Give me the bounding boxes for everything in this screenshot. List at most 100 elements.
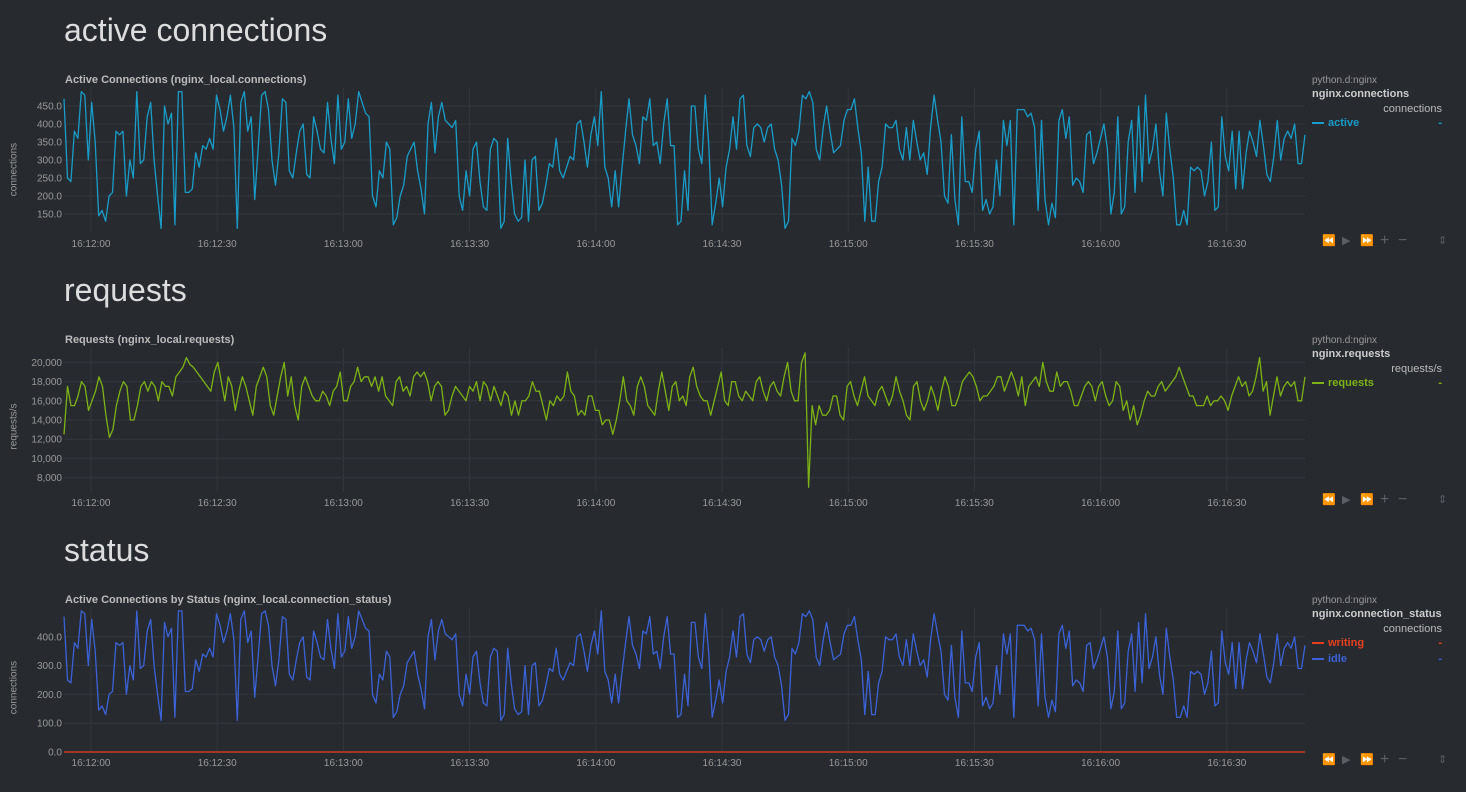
x-tick-label: 16:12:30 xyxy=(198,758,237,769)
fast-forward-icon[interactable]: ⏩ xyxy=(1360,494,1374,506)
x-tick-label: 16:16:30 xyxy=(1207,758,1246,769)
chart-legend: python.d:nginx nginx.connections connect… xyxy=(1312,75,1442,131)
grid xyxy=(64,348,1305,492)
x-tick-label: 16:16:00 xyxy=(1081,239,1120,250)
y-tick-label: 250.0 xyxy=(37,174,62,185)
zoom-out-icon[interactable]: − xyxy=(1398,751,1408,768)
x-tick-label: 16:13:00 xyxy=(324,498,363,509)
chart-legend: python.d:nginx nginx.connection_status c… xyxy=(1312,595,1442,667)
x-tick-label: 16:12:00 xyxy=(72,758,111,769)
x-tick-label: 16:12:00 xyxy=(72,498,111,509)
resize-icon[interactable]: ⇕ xyxy=(1438,235,1448,247)
y-tick-label: 300.0 xyxy=(37,156,62,167)
y-tick-label: 20,000 xyxy=(31,358,62,369)
grid xyxy=(64,88,1305,232)
legend-item-label: active xyxy=(1328,117,1360,129)
legend-item-value: - xyxy=(1438,117,1442,129)
legend-swatch xyxy=(1312,122,1324,125)
y-tick-label: 8,000 xyxy=(37,473,62,484)
series-line-active xyxy=(63,90,1306,230)
y-tick-label: 16,000 xyxy=(31,396,62,407)
legend-item-requests[interactable]: requests - xyxy=(1312,377,1442,391)
x-tick-label: 16:16:30 xyxy=(1207,239,1246,250)
x-tick-label: 16:16:30 xyxy=(1207,498,1246,509)
chart-title: Active Connections by Status (nginx_loca… xyxy=(65,594,392,606)
x-tick-label: 16:16:00 xyxy=(1081,498,1120,509)
y-tick-label: 14,000 xyxy=(31,416,62,427)
chart-section-active-connections: active connections Active Connections (n… xyxy=(0,0,1466,260)
y-tick-label: 100.0 xyxy=(37,719,62,730)
rewind-icon[interactable]: ⏪ xyxy=(1322,754,1336,766)
fast-forward-icon[interactable]: ⏩ xyxy=(1360,235,1374,247)
legend-item-label: requests xyxy=(1328,377,1374,389)
y-tick-label: 10,000 xyxy=(31,454,62,465)
legend-item-writing[interactable]: writing - xyxy=(1312,637,1442,651)
legend-swatch xyxy=(1312,382,1324,385)
series-line-idle xyxy=(63,610,1306,721)
y-tick-label: 200.0 xyxy=(37,192,62,203)
zoom-out-icon[interactable]: − xyxy=(1398,491,1408,508)
x-tick-label: 16:14:30 xyxy=(703,498,742,509)
legend-chart-id: nginx.connections xyxy=(1312,88,1410,100)
x-tick-label: 16:13:00 xyxy=(324,239,363,250)
zoom-out-icon[interactable]: − xyxy=(1398,232,1408,249)
y-tick-label: 450.0 xyxy=(37,102,62,113)
chart-toolbar: ⏪ ▶ ⏩ + − ⇕ xyxy=(1322,491,1448,508)
legend-chart-id: nginx.connection_status xyxy=(1312,608,1442,620)
chart-toolbar: ⏪ ▶ ⏩ + − ⇕ xyxy=(1322,232,1448,249)
play-icon[interactable]: ▶ xyxy=(1342,754,1351,766)
x-tick-label: 16:15:30 xyxy=(955,239,994,250)
x-tick-label: 16:15:00 xyxy=(829,498,868,509)
x-tick-label: 16:15:00 xyxy=(829,239,868,250)
legend-units: requests/s xyxy=(1391,363,1442,375)
chart-title: Active Connections (nginx_local.connecti… xyxy=(65,74,307,86)
x-tick-label: 16:12:00 xyxy=(72,239,111,250)
section-title: requests xyxy=(64,272,187,308)
chart-title: Requests (nginx_local.requests) xyxy=(65,334,235,346)
legend-chart-id: nginx.requests xyxy=(1312,348,1391,360)
legend-item-value: - xyxy=(1438,637,1442,649)
series-line-requests xyxy=(63,352,1306,488)
legend-swatch xyxy=(1312,642,1324,645)
x-tick-label: 16:13:30 xyxy=(450,498,489,509)
x-tick-label: 16:16:00 xyxy=(1081,758,1120,769)
zoom-in-icon[interactable]: + xyxy=(1380,232,1390,249)
x-tick-label: 16:13:30 xyxy=(450,239,489,250)
fast-forward-icon[interactable]: ⏩ xyxy=(1360,754,1374,766)
x-tick-label: 16:15:30 xyxy=(955,498,994,509)
x-tick-label: 16:15:30 xyxy=(955,758,994,769)
rewind-icon[interactable]: ⏪ xyxy=(1322,235,1336,247)
x-tick-label: 16:13:30 xyxy=(450,758,489,769)
y-tick-label: 350.0 xyxy=(37,138,62,149)
y-tick-label: 18,000 xyxy=(31,377,62,388)
requests-chart[interactable]: 8,000 10,000 12,000 14,000 16,000 18,000 20,00… xyxy=(0,260,1466,520)
legend-item-idle[interactable]: idle - xyxy=(1312,653,1442,667)
y-tick-label: 200.0 xyxy=(37,690,62,701)
section-title: active connections xyxy=(64,12,328,48)
y-tick-label: 400.0 xyxy=(37,120,62,131)
legend-item-label: idle xyxy=(1328,653,1347,665)
chart-legend: python.d:nginx nginx.requests requests/s… xyxy=(1312,335,1442,391)
chart-section-requests: requests Requests (nginx_local.requests)… xyxy=(0,260,1466,520)
legend-units: connections xyxy=(1383,623,1442,635)
resize-icon[interactable]: ⇕ xyxy=(1438,754,1448,766)
legend-item-active[interactable]: active - xyxy=(1312,117,1442,131)
legend-item-value: - xyxy=(1438,377,1442,389)
connection-status-chart[interactable]: 0.0 100.0 200.0 300.0 400.0 16:12:00 16:12:30 1… xyxy=(0,520,1466,792)
resize-icon[interactable]: ⇕ xyxy=(1438,494,1448,506)
zoom-in-icon[interactable]: + xyxy=(1380,491,1390,508)
play-icon[interactable]: ▶ xyxy=(1342,494,1351,506)
legend-item-value: - xyxy=(1438,653,1442,665)
legend-context: python.d:nginx xyxy=(1312,75,1378,86)
section-title: status xyxy=(64,532,150,568)
chart-section-status: status Active Connections by Status (ngi… xyxy=(0,520,1466,792)
y-tick-label: 300.0 xyxy=(37,661,62,672)
zoom-in-icon[interactable]: + xyxy=(1380,751,1390,768)
x-tick-label: 16:12:30 xyxy=(198,239,237,250)
y-tick-label: 0.0 xyxy=(48,748,62,759)
rewind-icon[interactable]: ⏪ xyxy=(1322,494,1336,506)
active-connections-chart[interactable]: 150.0 200.0 250.0 300.0 350.0 400.0 450.0 16:12… xyxy=(0,0,1466,260)
y-tick-label: 400.0 xyxy=(37,632,62,643)
legend-context: python.d:nginx xyxy=(1312,595,1378,606)
play-icon[interactable]: ▶ xyxy=(1342,235,1351,247)
